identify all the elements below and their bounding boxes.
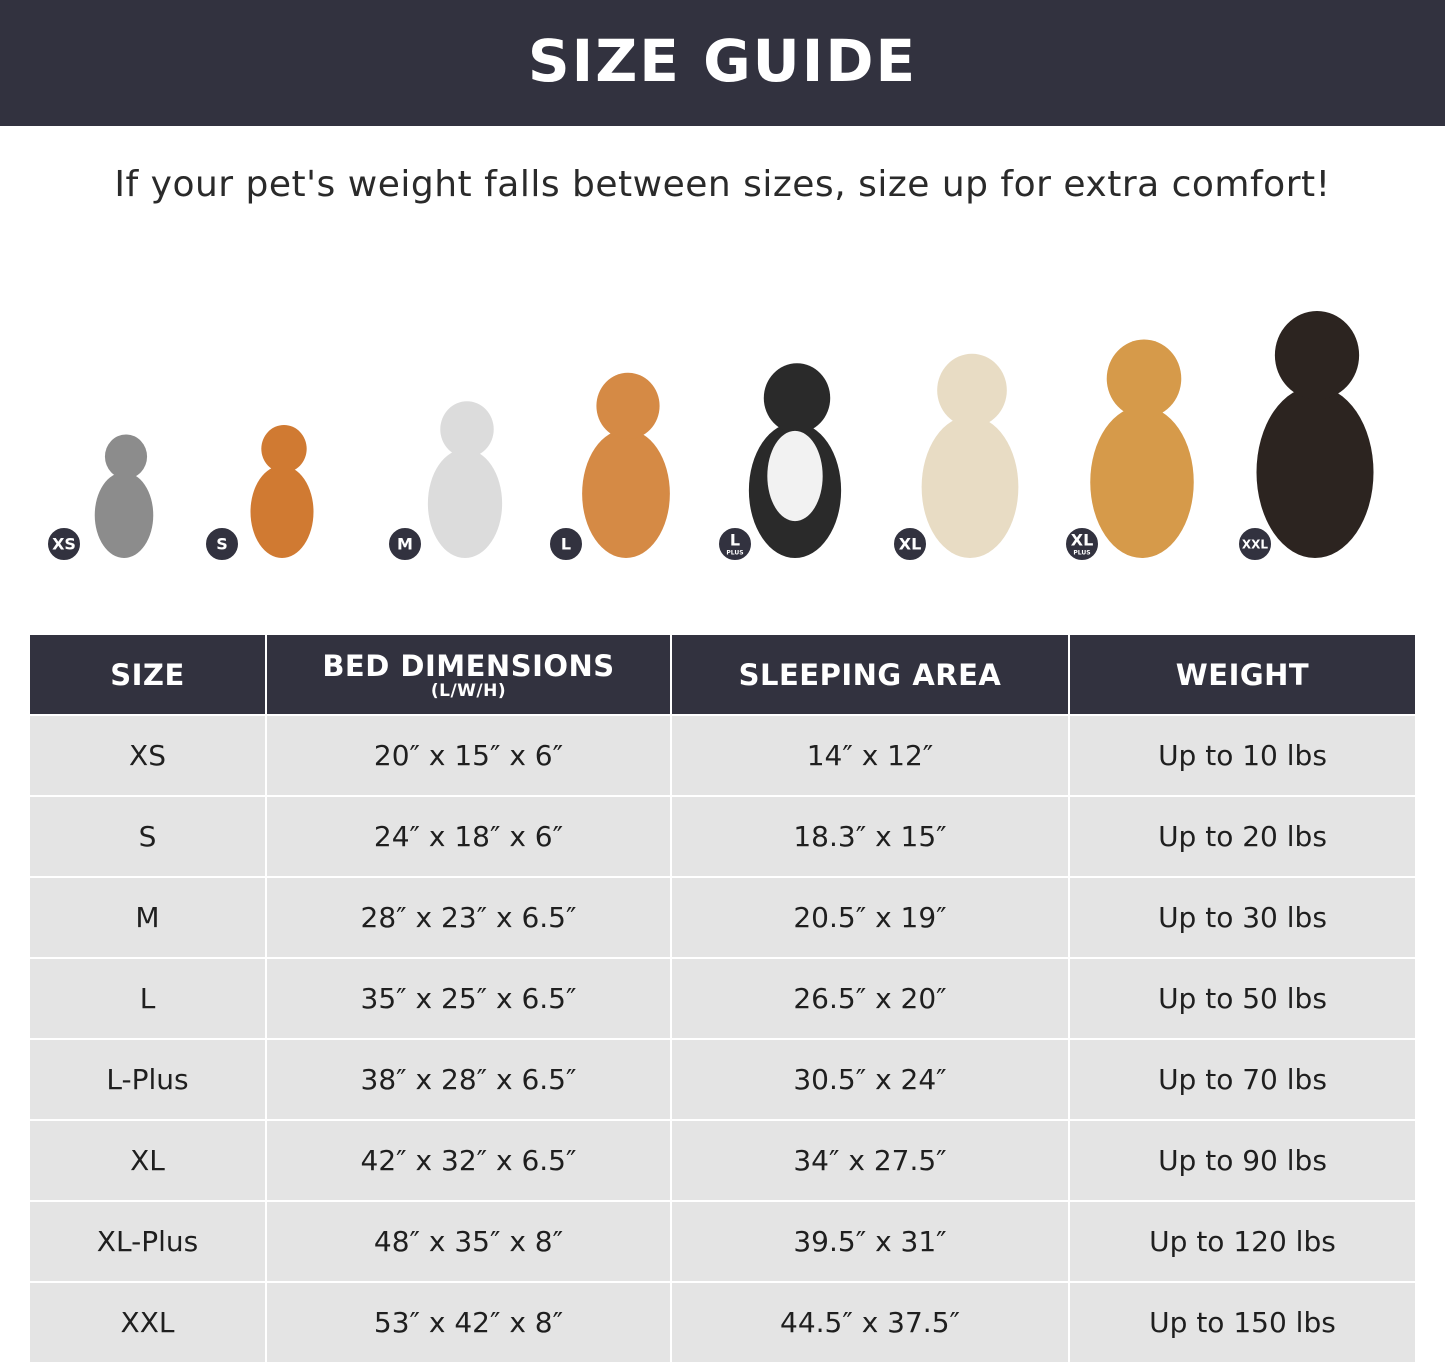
table-cell: 53″ x 42″ x 8″ [267, 1283, 670, 1362]
badge-sub: PLUS [726, 550, 743, 557]
subtitle: If your pet's weight falls between sizes… [114, 164, 1331, 205]
badge-label: XXL [1242, 538, 1269, 552]
pet-body [582, 429, 670, 558]
table-row: L-Plus 38″ x 28″ x 6.5″ 30.5″ x 24″ Up to 7… [30, 1040, 1415, 1119]
table-cell: L [30, 959, 265, 1038]
table-cell: 30.5″ x 24″ [672, 1040, 1068, 1119]
badge-label: XS [52, 535, 76, 554]
pet-body [921, 416, 1019, 558]
table-row: XL 42″ x 32″ x 6.5″ 34″ x 27.5″ Up to 90 lb… [30, 1121, 1415, 1200]
title: SIZE GUIDE [527, 27, 918, 95]
table-cell: Up to 20 lbs [1070, 797, 1415, 876]
badge-label: L [561, 535, 571, 554]
size-badge [204, 526, 240, 562]
table-row: XS 20″ x 15″ x 6″ 14″ x 12″ Up to 10 lbs [30, 716, 1415, 795]
badge-label: XL [1071, 531, 1094, 550]
table-cell: 48″ x 35″ x 8″ [267, 1202, 670, 1281]
table-cell: 28″ x 23″ x 6.5″ [267, 878, 670, 957]
header-cell: BED DIMENSIONS (L/W/H) [267, 635, 670, 714]
table-cell: 34″ x 27.5″ [672, 1121, 1068, 1200]
table-cell: Up to 50 lbs [1070, 959, 1415, 1038]
pet-head [1106, 339, 1182, 418]
table-cell: 20″ x 15″ x 6″ [267, 716, 670, 795]
table-cell: 44.5″ x 37.5″ [672, 1283, 1068, 1362]
pet-body [1090, 406, 1194, 558]
column-title: SLEEPING AREA [738, 657, 1002, 692]
table-cell: Up to 10 lbs [1070, 716, 1415, 795]
pet-head [596, 372, 660, 440]
pet-head [1274, 311, 1360, 400]
size-badge [548, 526, 584, 562]
table-cell: Up to 90 lbs [1070, 1121, 1415, 1200]
table-row: XL-Plus 48″ x 35″ x 8″ 39.5″ x 31″ Up to 12… [30, 1202, 1415, 1281]
table-cell: 18.3″ x 15″ [672, 797, 1068, 876]
pet [250, 425, 314, 558]
pet-head [440, 401, 494, 458]
table-cell: 39.5″ x 31″ [672, 1202, 1068, 1281]
pet-chest [767, 430, 823, 522]
header: SIZE GUIDE [0, 0, 1445, 126]
pet [1256, 311, 1374, 558]
badge-label: M [397, 535, 413, 554]
table-row: S 24″ x 18″ x 6″ 18.3″ x 15″ Up to 20 lbs [30, 797, 1415, 876]
badge-label: S [216, 535, 228, 554]
header-cell: WEIGHT [1070, 635, 1415, 714]
badge-label: L [730, 531, 740, 550]
table-cell: S [30, 797, 265, 876]
table-cell: 14″ x 12″ [672, 716, 1068, 795]
table-cell: Up to 70 lbs [1070, 1040, 1415, 1119]
size-badge [387, 526, 423, 562]
table-cell: 20.5″ x 19″ [672, 878, 1068, 957]
header-cell: SLEEPING AREA [672, 635, 1068, 714]
size-badge [717, 526, 753, 562]
header-cell: SIZE [30, 635, 265, 714]
table-row: L 35″ x 25″ x 6.5″ 26.5″ x 20″ Up to 50 lbs [30, 959, 1415, 1038]
pet [921, 353, 1019, 558]
pet-body [427, 449, 503, 558]
size-badge [46, 526, 82, 562]
badge-sub: PLUS [1073, 550, 1090, 557]
size-badge [1237, 526, 1273, 562]
pet-head [937, 353, 1007, 427]
table-cell: 42″ x 32″ x 6.5″ [267, 1121, 670, 1200]
column-title: BED DIMENSIONS [322, 648, 615, 683]
pet [1090, 339, 1194, 558]
table-cell: Up to 150 lbs [1070, 1283, 1415, 1362]
column-title: SIZE [110, 657, 185, 692]
table-cell: L-Plus [30, 1040, 265, 1119]
table-cell: 35″ x 25″ x 6.5″ [267, 959, 670, 1038]
column-title: WEIGHT [1175, 657, 1310, 692]
table-cell: XL-Plus [30, 1202, 265, 1281]
pet-head [763, 363, 831, 433]
pet-body [94, 472, 154, 558]
pet [427, 401, 503, 558]
table-row: XXL 53″ x 42″ x 8″ 44.5″ x 37.5″ Up to 150 … [30, 1283, 1415, 1362]
pet [748, 363, 842, 558]
pet-head [261, 425, 307, 473]
pet-head [104, 434, 148, 479]
table-cell: Up to 120 lbs [1070, 1202, 1415, 1281]
pet-body [250, 465, 314, 558]
size-badge [1064, 526, 1100, 562]
size-badge [892, 526, 928, 562]
badge-label: XL [899, 535, 922, 554]
table-cell: 24″ x 18″ x 6″ [267, 797, 670, 876]
table-cell: 26.5″ x 20″ [672, 959, 1068, 1038]
table-header: SIZE BED DIMENSIONS (L/W/H) SLEEPING AREA WE… [30, 635, 1415, 714]
pet [582, 372, 670, 558]
table-cell: Up to 30 lbs [1070, 878, 1415, 957]
table-cell: M [30, 878, 265, 957]
table-cell: 38″ x 28″ x 6.5″ [267, 1040, 670, 1119]
table-row: M 28″ x 23″ x 6.5″ 20.5″ x 19″ Up to 30 lbs [30, 878, 1415, 957]
column-note: (L/W/H) [430, 680, 507, 701]
pet-body [1256, 386, 1374, 558]
table-cell: XL [30, 1121, 265, 1200]
pet [94, 434, 154, 558]
table-cell: XS [30, 716, 265, 795]
table-cell: XXL [30, 1283, 265, 1362]
